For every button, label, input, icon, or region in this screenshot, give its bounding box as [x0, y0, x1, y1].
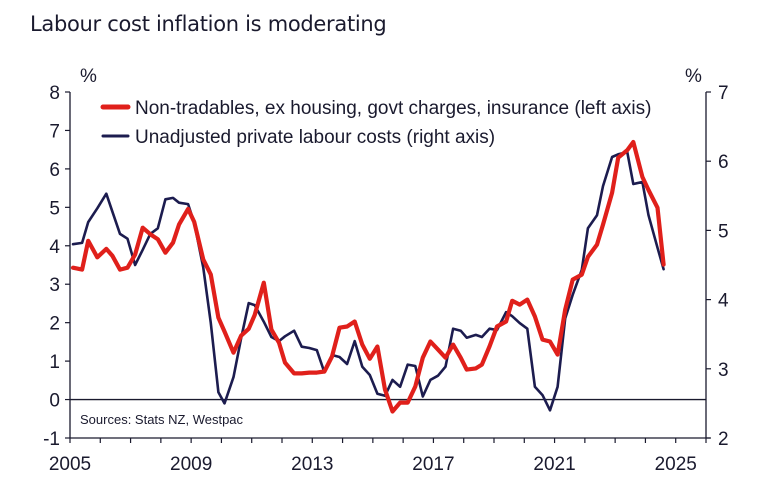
legend-label-private-labour-costs: Unadjusted private labour costs (right a…: [135, 127, 495, 148]
chart-title: Labour cost inflation is moderating: [30, 12, 387, 36]
left-axis-tick-label: 2: [49, 314, 60, 335]
legend: Non-tradables, ex housing, govt charges,…: [100, 98, 651, 148]
left-axis-tick-label: 8: [49, 83, 60, 104]
legend-label-non-tradables: Non-tradables, ex housing, govt charges,…: [135, 98, 651, 119]
right-axis-tick-label: 5: [718, 221, 729, 242]
series-line-non-tradables: [70, 139, 666, 414]
left-axis-tick-label: 7: [49, 121, 60, 142]
right-axis-tick-label: 2: [718, 429, 729, 450]
left-axis-unit: %: [80, 66, 97, 87]
right-axis-tick-label: 4: [718, 291, 729, 312]
left-axis-tick-label: 4: [49, 237, 60, 258]
right-axis-tick-label: 6: [718, 152, 729, 173]
right-axis-tick-label: 3: [718, 360, 729, 381]
left-axis-tick-label: 5: [49, 198, 60, 219]
left-axis-tick-label: 6: [49, 160, 60, 181]
x-axis-tick-label: 2009: [170, 454, 212, 475]
axes: -1 0 1 2 3 4 5 6 7 8 2 3 4 5 6 7 2005 2009 2013 2017 2021 202…: [43, 83, 729, 475]
right-axis-unit: %: [685, 66, 702, 87]
left-axis-tick-label: 0: [49, 391, 60, 412]
right-axis-tick-label: 7: [718, 83, 729, 104]
x-axis-tick-label: 2025: [655, 454, 697, 475]
series-lines: [70, 139, 666, 414]
left-axis-tick-label: 3: [49, 275, 60, 296]
x-axis-tick-label: 2005: [49, 454, 91, 475]
series-line-private-labour-costs: [71, 150, 665, 412]
x-axis-tick-label: 2017: [412, 454, 454, 475]
left-axis-tick-label: 1: [49, 352, 60, 373]
x-axis-tick-label: 2021: [533, 454, 575, 475]
x-axis-tick-label: 2013: [291, 454, 333, 475]
source-note: Sources: Stats NZ, Westpac: [80, 412, 244, 427]
left-axis-tick-label: -1: [43, 429, 60, 450]
